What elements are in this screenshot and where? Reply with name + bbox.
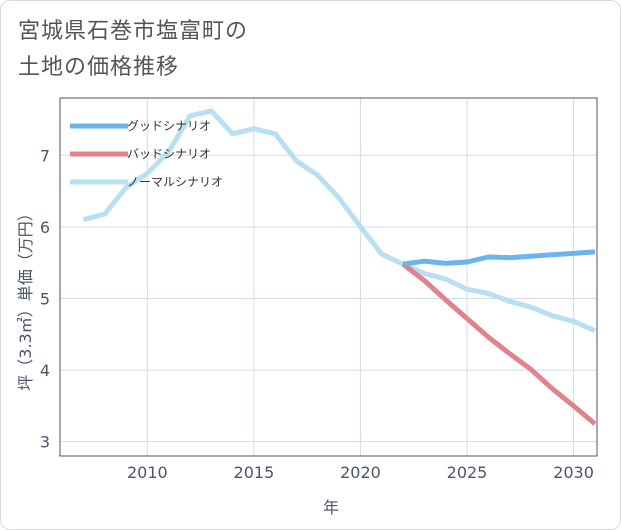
legend-label-0: グッドシナリオ xyxy=(127,119,211,133)
y-tick-label-5: 5 xyxy=(40,289,50,308)
chart-title-line-2: 土地の価格推移 xyxy=(18,55,180,80)
chart-title-line-1: 宮城県石巻市塩富町の xyxy=(18,19,249,44)
x-tick-label-2020: 2020 xyxy=(340,463,381,482)
y-tick-label-7: 7 xyxy=(40,146,50,165)
y-axis-title: 坪（3.3㎡）単価（万円） xyxy=(16,205,35,390)
x-tick-label-2030: 2030 xyxy=(553,463,594,482)
series-line-1 xyxy=(401,262,597,426)
series-lines xyxy=(82,108,597,426)
y-tick-label-6: 6 xyxy=(40,218,50,237)
x-axis-ticks: 2010 2015 2020 2025 2030 xyxy=(127,463,594,482)
x-tick-label-2025: 2025 xyxy=(447,463,488,482)
x-tick-label-2010: 2010 xyxy=(127,463,168,482)
chart-title: 宮城県石巻市塩富町の 土地の価格推移 xyxy=(18,14,248,86)
plot-area-border xyxy=(59,97,598,457)
x-tick-label-2015: 2015 xyxy=(234,463,275,482)
x-axis-title: 年 xyxy=(323,498,339,517)
legend-label-2: ノーマルシナリオ xyxy=(127,175,223,189)
y-tick-label-4: 4 xyxy=(40,361,50,380)
series-line-2 xyxy=(82,108,596,333)
series-line-0 xyxy=(402,249,596,267)
y-tick-label-3: 3 xyxy=(40,433,50,452)
legend-label-1: バッドシナリオ xyxy=(127,147,211,161)
y-axis-ticks: 3 4 5 6 7 xyxy=(40,146,50,451)
